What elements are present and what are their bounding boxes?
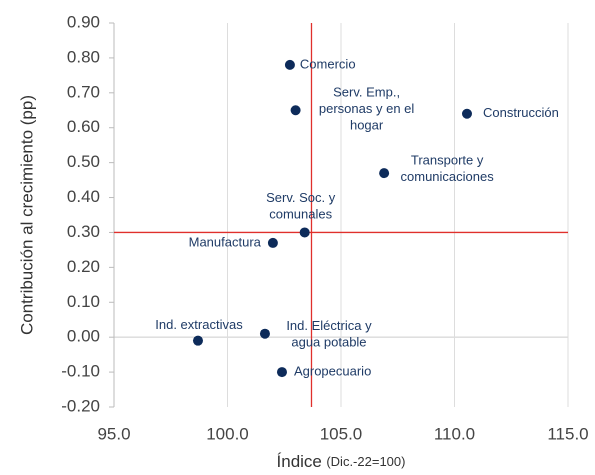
y-tick-label: 0.60 bbox=[67, 117, 100, 136]
y-tick-label: 0.20 bbox=[67, 257, 100, 276]
point bbox=[379, 168, 390, 179]
point-label: Ind. extractivas bbox=[155, 317, 243, 332]
point-label: agua potable bbox=[291, 335, 366, 350]
point-label: Comercio bbox=[300, 56, 356, 71]
point-label: Transporte y bbox=[411, 153, 484, 168]
x-tick-label: 100.0 bbox=[206, 424, 249, 443]
y-tick-label: 0.00 bbox=[67, 327, 100, 346]
point-label: personas y en el bbox=[319, 101, 415, 116]
point bbox=[192, 335, 203, 346]
point bbox=[276, 367, 287, 378]
y-tick-label: -0.10 bbox=[61, 362, 100, 381]
point-label: comunicaciones bbox=[401, 169, 495, 184]
y-axis-title: Contribución al crecimiento (pp) bbox=[17, 95, 36, 335]
y-tick-label: 0.70 bbox=[67, 82, 100, 101]
point bbox=[284, 59, 295, 70]
x-axis-title-main: Índice bbox=[277, 452, 322, 471]
y-tick-label: 0.90 bbox=[67, 12, 100, 31]
x-tick-label: 105.0 bbox=[320, 424, 363, 443]
y-tick-label: -0.20 bbox=[61, 396, 100, 415]
point bbox=[267, 237, 278, 248]
point bbox=[299, 227, 310, 238]
point-label: comunales bbox=[269, 206, 332, 221]
y-tick-label: 0.40 bbox=[67, 187, 100, 206]
point-label: Serv. Soc. y bbox=[266, 190, 336, 205]
point bbox=[259, 328, 270, 339]
point-label: Manufactura bbox=[189, 234, 262, 249]
y-tick-label: 0.30 bbox=[67, 222, 100, 241]
x-tick-label: 115.0 bbox=[547, 424, 588, 443]
point-label: Serv. Emp., bbox=[333, 85, 400, 100]
y-tick-label: 0.50 bbox=[67, 152, 100, 171]
y-tick-label: 0.10 bbox=[67, 292, 100, 311]
point-label: Ind. Eléctrica y bbox=[286, 318, 372, 333]
point-label: hogar bbox=[350, 118, 384, 133]
y-tick-label: 0.80 bbox=[67, 47, 100, 66]
point-label: Construcción bbox=[483, 105, 559, 120]
point bbox=[290, 105, 301, 116]
x-axis-title-note: (Dic.-22=100) bbox=[326, 454, 405, 469]
x-axis-title: Índice (Dic.-22=100) bbox=[277, 452, 406, 471]
point bbox=[461, 108, 472, 119]
x-tick-label: 95.0 bbox=[97, 424, 130, 443]
point-label: Agropecuario bbox=[294, 364, 371, 379]
x-tick-label: 110.0 bbox=[434, 424, 475, 443]
